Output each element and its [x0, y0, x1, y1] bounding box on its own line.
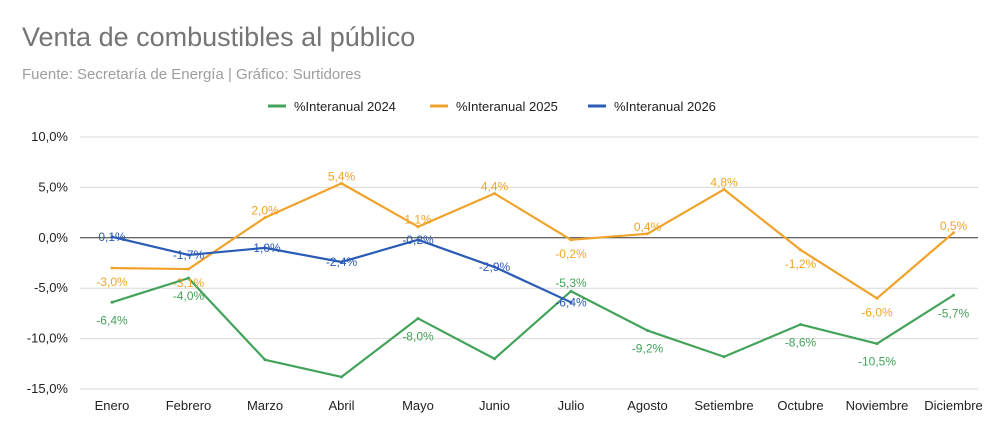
- data-label: 0,5%: [940, 219, 968, 233]
- x-tick-label: Octubre: [777, 398, 823, 413]
- data-label: -1,0%: [249, 241, 281, 255]
- data-label: -3,1%: [173, 276, 205, 290]
- data-label: -4,0%: [173, 289, 205, 303]
- legend-label: %Interanual 2025: [456, 99, 558, 114]
- x-tick-label: Noviembre: [846, 398, 909, 413]
- data-label: -5,7%: [938, 306, 970, 320]
- data-label: -0,2%: [555, 247, 587, 261]
- data-point: [646, 329, 649, 333]
- data-label: 4,8%: [710, 175, 738, 189]
- chart-subtitle: Fuente: Secretaría de Energía | Gráfico:…: [22, 66, 362, 83]
- data-point: [110, 300, 114, 304]
- x-tick-label: Julio: [558, 398, 585, 413]
- data-point: [416, 316, 420, 320]
- data-label: 0,1%: [98, 230, 126, 244]
- data-point: [340, 181, 343, 185]
- data-point: [187, 276, 190, 280]
- data-point: [493, 191, 496, 195]
- data-point: [569, 289, 573, 293]
- data-point: [875, 342, 879, 346]
- data-point: [493, 357, 496, 361]
- data-label: 1,1%: [404, 213, 432, 227]
- data-point: [263, 216, 267, 220]
- data-label: 2,0%: [251, 204, 279, 218]
- data-point: [493, 265, 496, 269]
- x-tick-label: Mayo: [402, 398, 434, 413]
- data-point: [187, 253, 190, 257]
- y-tick-label: 0,0%: [38, 230, 68, 245]
- data-point: [110, 235, 114, 239]
- data-point: [187, 267, 190, 271]
- legend-label: %Interanual 2024: [294, 99, 396, 114]
- data-label: -8,0%: [402, 329, 434, 343]
- chart-title: Venta de combustibles al público: [22, 22, 416, 52]
- data-point: [263, 358, 267, 362]
- data-label: -6,4%: [555, 295, 587, 309]
- data-label: -6,0%: [861, 305, 893, 319]
- y-tick-label: -15,0%: [27, 381, 69, 396]
- data-label: 4,4%: [481, 179, 509, 193]
- data-point: [416, 238, 420, 242]
- x-tick-label: Febrero: [166, 398, 212, 413]
- data-point: [952, 293, 955, 297]
- x-tick-label: Diciembre: [924, 398, 983, 413]
- data-label: -2,4%: [326, 255, 358, 269]
- data-label: -3,0%: [96, 275, 128, 289]
- x-tick-label: Abril: [328, 398, 354, 413]
- data-label: -1,7%: [173, 248, 205, 262]
- y-tick-label: -5,0%: [34, 280, 68, 295]
- y-tick-label: -10,0%: [27, 331, 69, 346]
- data-label: -2,9%: [479, 260, 511, 274]
- data-point: [340, 260, 343, 264]
- data-point: [722, 355, 726, 359]
- data-label: -0,2%: [402, 233, 434, 247]
- data-point: [569, 300, 573, 304]
- data-label: -9,2%: [632, 342, 664, 356]
- y-tick-label: 5,0%: [38, 179, 68, 194]
- data-point: [952, 231, 955, 235]
- y-tick-label: 10,0%: [31, 129, 68, 144]
- data-point: [110, 266, 114, 270]
- data-point: [416, 225, 420, 229]
- data-label: 5,4%: [328, 169, 356, 183]
- series-line: [111, 277, 955, 379]
- legend-label: %Interanual 2026: [614, 99, 716, 114]
- data-label: -6,4%: [96, 313, 128, 327]
- x-tick-label: Agosto: [627, 398, 667, 413]
- series-line: [111, 182, 955, 300]
- data-point: [646, 232, 649, 236]
- data-point: [875, 296, 879, 300]
- data-point: [340, 375, 343, 379]
- data-point: [799, 248, 802, 252]
- x-tick-label: Marzo: [247, 398, 283, 413]
- data-label: -10,5%: [858, 355, 896, 369]
- x-tick-label: Enero: [95, 398, 130, 413]
- data-point: [263, 246, 267, 250]
- data-label: -8,6%: [785, 335, 817, 349]
- data-point: [799, 322, 802, 326]
- data-label: -5,3%: [555, 276, 587, 290]
- data-point: [569, 238, 573, 242]
- data-label: -1,2%: [785, 257, 817, 271]
- x-tick-label: Junio: [479, 398, 510, 413]
- data-label: 0,4%: [634, 220, 662, 234]
- x-tick-label: Setiembre: [694, 398, 753, 413]
- data-point: [722, 187, 726, 191]
